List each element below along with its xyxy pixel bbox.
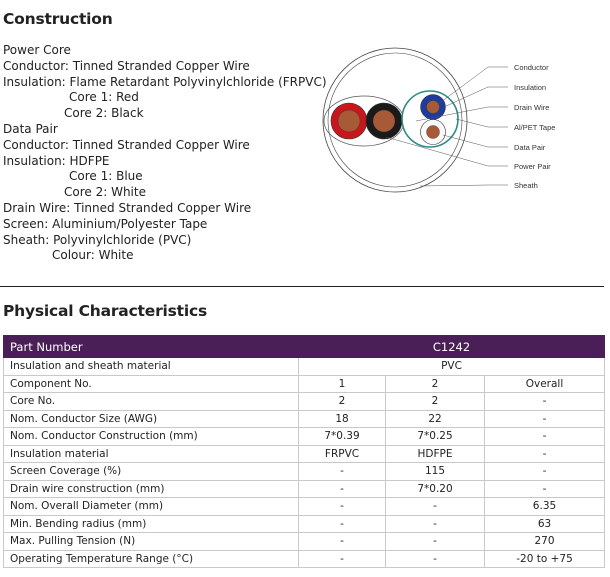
row-value: - <box>298 514 386 533</box>
row-label: Component No. <box>3 374 299 393</box>
row-value: 1 <box>298 374 386 393</box>
row-value: - <box>298 532 386 551</box>
section-divider <box>0 286 604 287</box>
spec-line: Conductor: Tinned Stranded Copper Wire <box>3 137 250 152</box>
row-value: - <box>298 497 386 516</box>
row-value: - <box>385 514 485 533</box>
blue-core-conductor <box>426 100 440 114</box>
row-value: - <box>484 409 605 428</box>
row-value: - <box>385 532 485 551</box>
label-sheath: Sheath <box>514 181 538 190</box>
row-value: 18 <box>298 409 386 428</box>
row-label: Screen Coverage (%) <box>3 462 299 481</box>
table-row: Operating Temperature Range (°C) - - -20… <box>3 549 605 568</box>
row-value: - <box>298 549 386 568</box>
row-value: - <box>298 479 386 498</box>
label-drain-wire: Drain Wire <box>514 103 549 112</box>
table-row: Max. Pulling Tension (N) - - 270 <box>3 532 605 551</box>
physical-characteristics-table: Part Number C1242 Insulation and sheath … <box>3 335 605 568</box>
table-header-row: Part Number C1242 <box>3 335 605 358</box>
row-label: Nom. Overall Diameter (mm) <box>3 497 299 516</box>
table-row: Insulation material FRPVC HDFPE - <box>3 444 605 463</box>
table-row: Insulation and sheath material PVC <box>3 357 605 376</box>
row-label: Nom. Conductor Construction (mm) <box>3 427 299 446</box>
row-value: 2 <box>385 392 485 411</box>
row-value: -20 to +75 <box>484 549 605 568</box>
spec-line: Screen: Aluminium/Polyester Tape <box>3 216 208 231</box>
row-label: Max. Pulling Tension (N) <box>3 532 299 551</box>
row-value: 270 <box>484 532 605 551</box>
spec-line: Core 2: White <box>64 185 146 200</box>
row-value: - <box>385 497 485 516</box>
row-label: Nom. Conductor Size (AWG) <box>3 409 299 428</box>
table-row: Min. Bending radius (mm) - - 63 <box>3 514 605 533</box>
table-row: Component No. 1 2 Overall <box>3 374 605 393</box>
table-row: Screen Coverage (%) - 115 - <box>3 462 605 481</box>
row-value: - <box>385 549 485 568</box>
label-conductor: Conductor <box>514 63 549 72</box>
row-value: 6.35 <box>484 497 605 516</box>
spec-line: Sheath: Polyvinylchloride (PVC) <box>3 232 192 247</box>
row-label: Drain wire construction (mm) <box>3 479 299 498</box>
spec-line: Conductor: Tinned Stranded Copper Wire <box>3 58 250 73</box>
row-label: Min. Bending radius (mm) <box>3 514 299 533</box>
table-row: Nom. Conductor Size (AWG) 18 22 - <box>3 409 605 428</box>
spec-line: Power Core <box>3 43 71 57</box>
row-label: Insulation and sheath material <box>3 357 299 376</box>
header-part-number-label: Part Number <box>3 335 299 358</box>
row-value: 22 <box>385 409 485 428</box>
row-label: Core No. <box>3 392 299 411</box>
cable-cross-section-diagram: Conductor Insulation Drain Wire Al/PET T… <box>322 47 555 193</box>
label-insulation: Insulation <box>514 83 546 92</box>
row-label: Insulation material <box>3 444 299 463</box>
row-value: FRPVC <box>298 444 386 463</box>
table-row: Core No. 2 2 - <box>3 392 605 411</box>
table-row: Nom. Overall Diameter (mm) - - 6.35 <box>3 497 605 516</box>
row-value: 7*0.39 <box>298 427 386 446</box>
row-value: 7*0.25 <box>385 427 485 446</box>
row-value: - <box>484 479 605 498</box>
spec-line: Insulation: Flame Retardant Polyvinylchl… <box>3 74 327 89</box>
black-core-conductor <box>372 109 396 133</box>
row-value: - <box>484 427 605 446</box>
row-value: - <box>484 444 605 463</box>
row-value: 115 <box>385 462 485 481</box>
row-value: 2 <box>385 374 485 393</box>
spec-line: Core 1: Red <box>69 90 139 105</box>
spec-line: Core 1: Blue <box>69 169 143 184</box>
label-data-pair: Data Pair <box>514 143 546 152</box>
row-value: 63 <box>484 514 605 533</box>
physical-heading: Physical Characteristics <box>3 302 207 320</box>
table-row: Drain wire construction (mm) - 7*0.20 - <box>3 479 605 498</box>
spec-line: Insulation: HDFPE <box>3 153 110 168</box>
spec-line: Core 2: Black <box>64 106 144 121</box>
row-value: - <box>484 462 605 481</box>
row-value: - <box>298 462 386 481</box>
row-value: Overall <box>484 374 605 393</box>
spec-line: Colour: White <box>52 248 134 263</box>
construction-heading: Construction <box>3 10 113 28</box>
spec-line: Data Pair <box>3 121 58 136</box>
row-value: HDFPE <box>385 444 485 463</box>
row-value: PVC <box>298 357 605 376</box>
table-row: Nom. Conductor Construction (mm) 7*0.39 … <box>3 427 605 446</box>
red-core-conductor <box>337 109 361 133</box>
row-value: 7*0.20 <box>385 479 485 498</box>
row-label: Operating Temperature Range (°C) <box>3 549 299 568</box>
label-power-pair: Power Pair <box>514 162 551 171</box>
header-part-number-value: C1242 <box>298 335 605 358</box>
label-al-pet-tape: Al/PET Tape <box>514 123 555 132</box>
spec-line: Drain Wire: Tinned Stranded Copper Wire <box>3 200 252 215</box>
construction-spec: Power Core Conductor: Tinned Stranded Co… <box>3 43 327 264</box>
row-value: 2 <box>298 392 386 411</box>
white-core-conductor <box>426 125 440 139</box>
row-value: - <box>484 392 605 411</box>
